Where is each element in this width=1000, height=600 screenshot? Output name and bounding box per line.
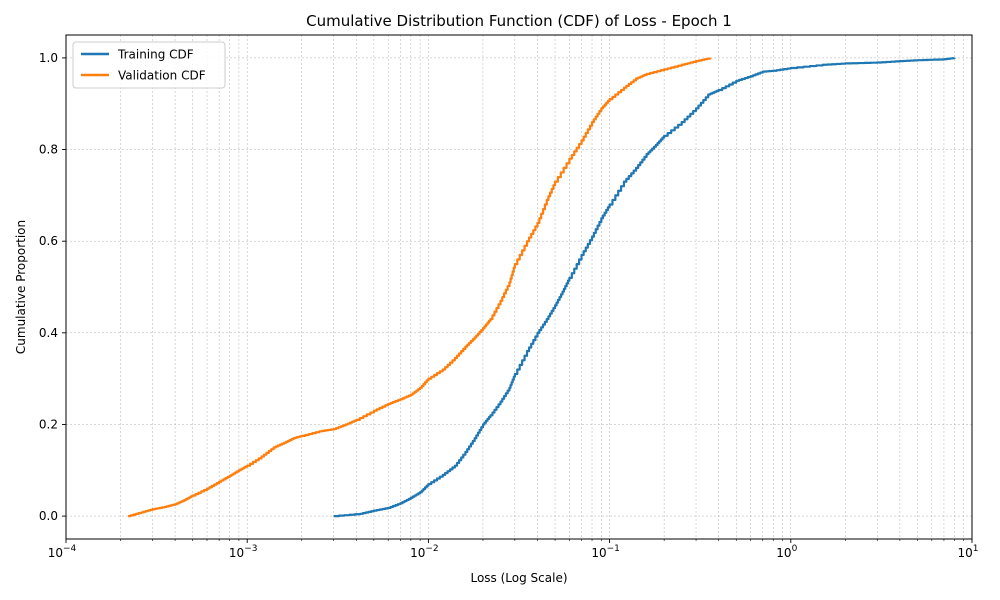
training-cdf-line — [333, 57, 956, 518]
y-tick-label: 0.2 — [39, 417, 58, 431]
validation-cdf-line — [128, 57, 712, 518]
x-tick-label: 100 — [776, 544, 797, 560]
y-tick-label: 0.6 — [39, 234, 58, 248]
grid — [65, 35, 972, 539]
legend-label-training: Training CDF — [117, 48, 194, 62]
legend: Training CDF Validation CDF — [72, 41, 226, 89]
plot-frame — [65, 34, 973, 540]
x-tick-label: 10−2 — [410, 544, 439, 560]
legend-box — [72, 41, 226, 89]
x-tick-label: 10−3 — [229, 544, 258, 560]
x-tick-label: 101 — [957, 544, 978, 560]
y-tick-label: 1.0 — [39, 51, 58, 65]
ticks: 10−4 10−3 10−2 10−1 100 101 0.0 0.2 0.4 0.6 0.8 1.0 — [39, 51, 979, 560]
x-tick-label: 10−4 — [48, 544, 77, 560]
y-tick-label: 0.4 — [39, 326, 58, 340]
y-axis-title: Cumulative Proportion — [14, 220, 28, 354]
x-tick-label: 10−1 — [591, 544, 620, 560]
chart-title: Cumulative Distribution Function (CDF) o… — [306, 12, 732, 30]
legend-label-validation: Validation CDF — [118, 69, 206, 83]
series-group — [128, 57, 956, 518]
x-axis-title: Loss (Log Scale) — [470, 571, 567, 585]
y-tick-label: 0.0 — [39, 509, 58, 523]
y-tick-label: 0.8 — [39, 143, 58, 157]
